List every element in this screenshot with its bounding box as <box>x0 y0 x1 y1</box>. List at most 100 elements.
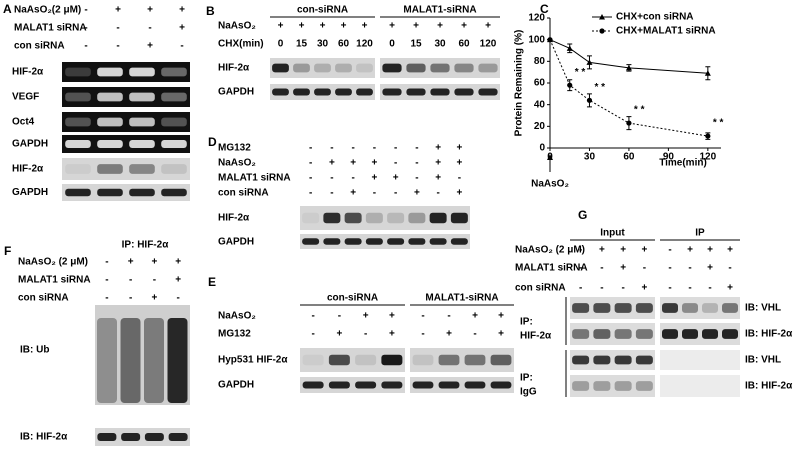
significance: * * <box>713 118 724 129</box>
condition-sign: - <box>668 283 671 294</box>
blot-band <box>381 381 403 389</box>
blot-band <box>121 433 141 441</box>
condition-sign: 0 <box>389 39 395 50</box>
blot-band <box>572 329 590 339</box>
ip-label: IP: <box>520 317 533 328</box>
condition-sign: + <box>727 245 733 256</box>
condition-sign: - <box>621 283 624 294</box>
condition-sign: - <box>148 23 151 34</box>
blot-strip <box>300 234 470 249</box>
blot-band <box>702 329 718 339</box>
blot-band <box>129 164 155 174</box>
blot-label: IB: Ub <box>20 345 49 356</box>
condition-sign: + <box>435 158 441 169</box>
blot-band <box>593 381 611 391</box>
condition-sign: + <box>389 329 395 340</box>
arrow-label: NaAsO₂ <box>531 179 569 190</box>
blot-band <box>593 329 611 339</box>
condition-sign: - <box>458 173 461 184</box>
y-tick-label: 20 <box>534 121 546 132</box>
condition-sign: + <box>179 23 185 34</box>
condition-sign: 15 <box>296 39 308 50</box>
blot-band <box>387 238 405 245</box>
condition-sign: - <box>579 283 582 294</box>
condition-sign: - <box>309 188 312 199</box>
blot-band <box>406 63 426 73</box>
condition-sign: + <box>641 283 647 294</box>
condition-sign: - <box>447 311 450 322</box>
blot-strip <box>300 377 405 393</box>
blot-band <box>702 303 718 313</box>
condition-sign: - <box>373 188 376 199</box>
blot-band <box>129 188 155 197</box>
blot-label: HIF-2α <box>12 67 44 78</box>
row-label: con siRNA <box>218 188 269 199</box>
blot-strip <box>660 350 740 370</box>
blot-band <box>635 381 653 391</box>
condition-sign: - <box>116 41 119 52</box>
condition-sign: - <box>176 293 179 304</box>
row-label: NaAsO₂ <box>218 158 256 169</box>
blot-band <box>65 164 91 174</box>
ip-label: HIF-2α <box>520 331 552 342</box>
blot-strip <box>660 297 740 319</box>
blot-band <box>344 212 362 224</box>
blot-label: GAPDH <box>218 237 254 248</box>
blot-band <box>129 67 155 77</box>
blot-band <box>293 88 310 96</box>
blot-band <box>450 212 468 224</box>
row-label: MG132 <box>218 143 251 154</box>
blot-strip <box>570 297 655 319</box>
condition-sign: - <box>708 283 711 294</box>
condition-sign: - <box>338 311 341 322</box>
condition-sign: - <box>421 311 424 322</box>
blot-band <box>65 92 91 102</box>
condition-sign: + <box>278 21 284 32</box>
condition-sign: 30 <box>317 39 329 50</box>
blot-band <box>454 63 474 73</box>
blot-band <box>161 117 187 127</box>
ip-label: IP: <box>520 373 533 384</box>
legend-marker <box>599 28 605 34</box>
blot-strip <box>570 375 655 397</box>
condition-sign: 60 <box>338 39 350 50</box>
blot-band <box>335 63 352 73</box>
blot-band <box>412 381 434 389</box>
blot-band <box>450 238 468 245</box>
condition-sign: + <box>393 173 399 184</box>
x-tick-label: 60 <box>623 152 635 163</box>
blot-label: IB: HIF-2α <box>20 432 68 443</box>
blot-label: GAPDH <box>12 187 48 198</box>
condition-sign: - <box>436 188 439 199</box>
condition-sign: - <box>105 293 108 304</box>
blot-band <box>572 381 590 391</box>
blot-band <box>438 354 460 366</box>
condition-sign: - <box>579 245 582 256</box>
condition-sign: - <box>394 158 397 169</box>
condition-sign: + <box>498 329 504 340</box>
condition-sign: + <box>371 173 377 184</box>
blot-label: HIF-2α <box>12 164 44 175</box>
condition-sign: + <box>389 311 395 322</box>
condition-sign: - <box>309 143 312 154</box>
blot-strip <box>62 135 190 153</box>
blot-band <box>323 238 341 245</box>
blot-strip <box>660 375 740 397</box>
condition-sign: + <box>320 21 326 32</box>
condition-sign: + <box>341 21 347 32</box>
condition-sign: + <box>175 257 181 268</box>
condition-sign: + <box>371 158 377 169</box>
blot-band <box>430 63 450 73</box>
blot-band <box>662 329 678 339</box>
condition-sign: + <box>362 21 368 32</box>
condition-sign: - <box>84 23 87 34</box>
blot-band <box>722 329 738 339</box>
blot-band <box>382 63 402 73</box>
condition-sign: - <box>180 41 183 52</box>
condition-sign: + <box>620 245 626 256</box>
panel-letter: G <box>578 208 587 222</box>
row-label: MALAT1 siRNA <box>515 263 588 274</box>
blot-band <box>635 355 653 365</box>
condition-sign: + <box>435 143 441 154</box>
